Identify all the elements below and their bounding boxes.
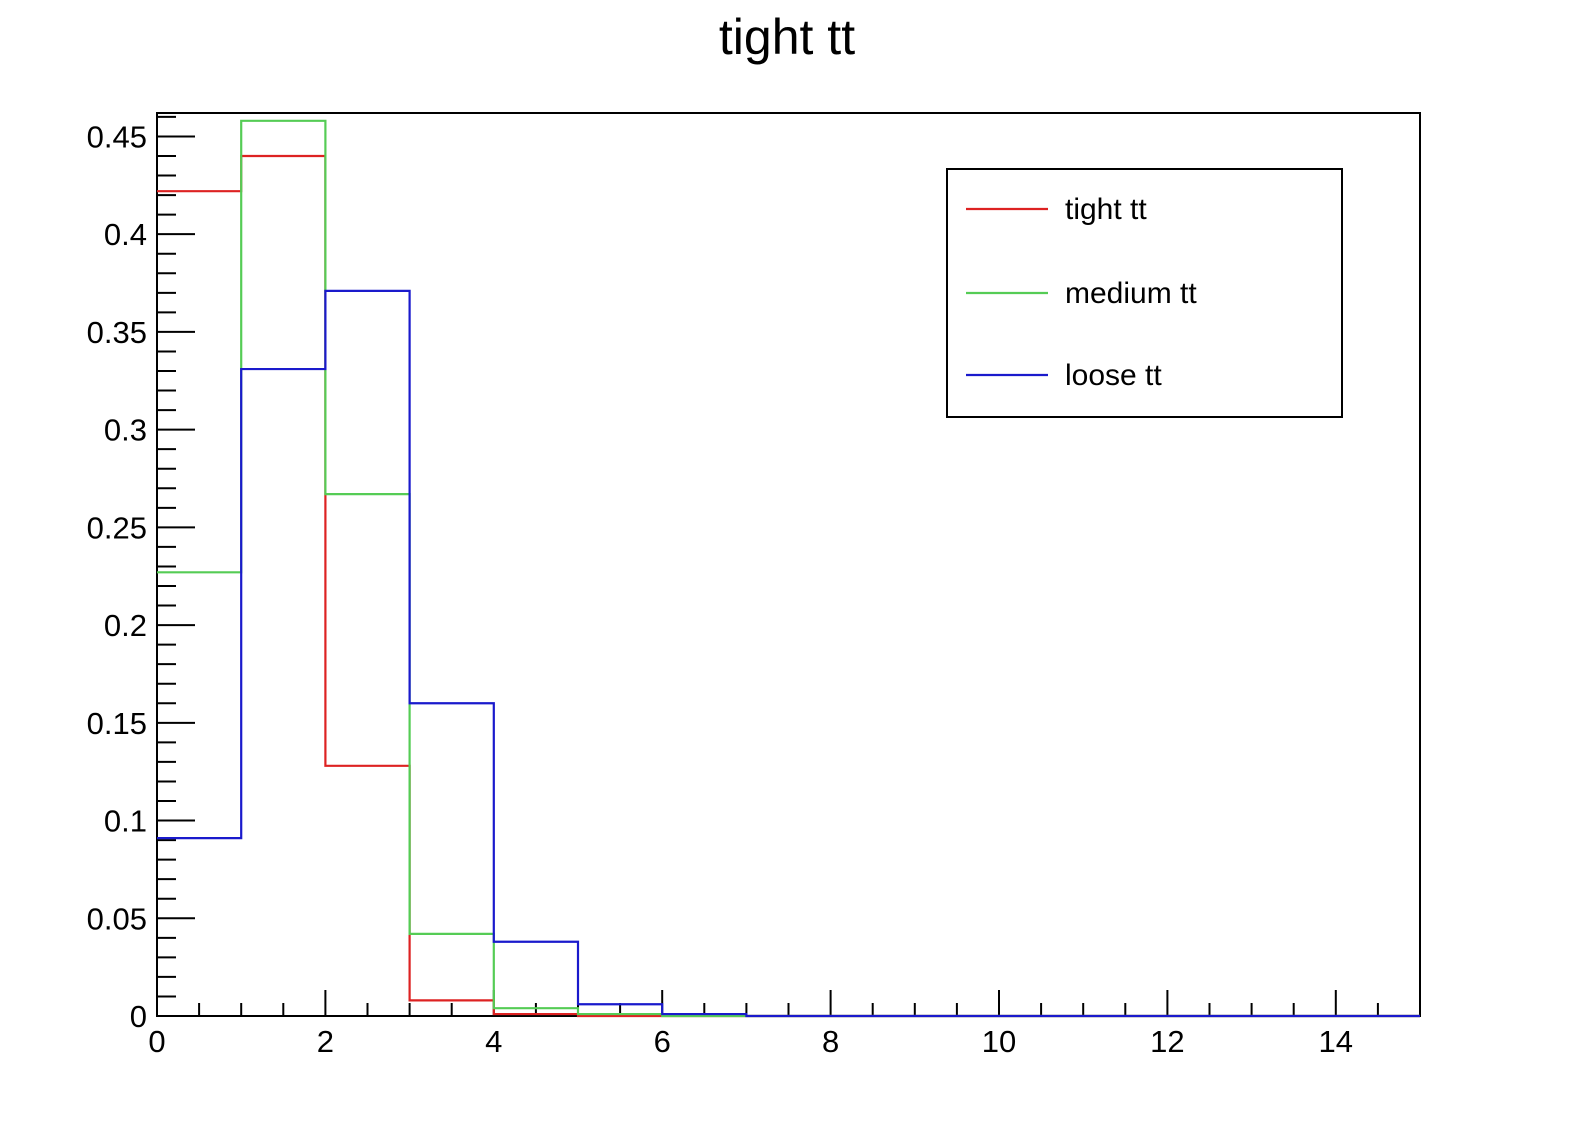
x-tick-label: 12 xyxy=(1150,1024,1184,1059)
x-axis-ticks: 0 2 4 6 8 10 12 14 xyxy=(148,990,1421,1059)
y-tick-label: 0.4 xyxy=(104,217,147,252)
legend: tight tt medium tt loose tt xyxy=(946,168,1343,418)
x-tick-label: 6 xyxy=(654,1024,671,1059)
series-line-loose-tt xyxy=(157,289,1420,1018)
y-tick-label: 0 xyxy=(130,999,147,1034)
y-tick-label: 0.1 xyxy=(104,804,147,839)
y-tick-label: 0.05 xyxy=(87,901,147,936)
y-tick-label: 0.15 xyxy=(87,706,147,741)
y-tick-label: 0.25 xyxy=(87,510,147,545)
histogram-series xyxy=(157,119,1420,1018)
x-tick-label: 4 xyxy=(485,1024,502,1059)
legend-label: tight tt xyxy=(1065,193,1147,226)
x-tick-label: 10 xyxy=(982,1024,1016,1059)
chart-title: tight tt xyxy=(719,9,855,65)
y-tick-label: 0.3 xyxy=(104,413,147,448)
y-tick-label: 0.45 xyxy=(87,119,147,154)
y-tick-label: 0.35 xyxy=(87,315,147,350)
y-tick-label: 0.2 xyxy=(104,608,147,643)
x-tick-label: 14 xyxy=(1319,1024,1353,1059)
x-tick-label: 2 xyxy=(317,1024,334,1059)
legend-label: medium tt xyxy=(1065,277,1197,310)
y-axis-ticks: 0 0.05 0.1 0.15 0.2 0.25 0.3 0.35 0.4 0.45 xyxy=(87,115,195,1034)
x-tick-label: 8 xyxy=(822,1024,839,1059)
x-tick-label: 0 xyxy=(148,1024,165,1059)
legend-label: loose tt xyxy=(1065,359,1162,392)
